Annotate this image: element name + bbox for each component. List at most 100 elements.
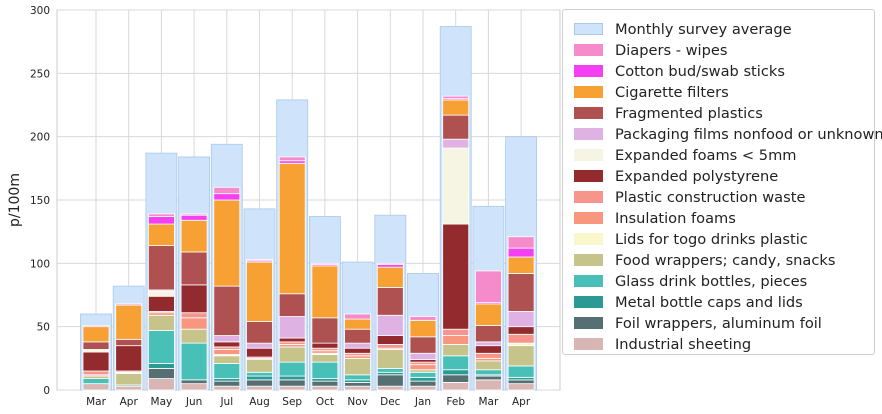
stack-segment <box>442 369 470 376</box>
stack-segment <box>507 365 535 378</box>
legend-swatch <box>574 44 603 56</box>
stack-segment <box>376 314 404 336</box>
stack-segment <box>344 313 372 320</box>
stack-segment <box>278 385 306 391</box>
stack-segment <box>246 321 273 344</box>
stack-segment <box>82 383 110 391</box>
stack-segment <box>474 341 502 347</box>
stack-segment <box>147 223 175 246</box>
stack-segment <box>115 303 143 306</box>
stack-segment <box>442 355 470 371</box>
stack-segment <box>442 95 470 100</box>
stack-segment <box>180 312 208 319</box>
legend: Monthly survey average Diapers - wipes Cot… <box>562 9 882 355</box>
stack-segment <box>213 199 241 287</box>
stack-segment <box>278 156 306 162</box>
stack-segment <box>442 374 470 383</box>
legend-label: Cotton bud/swab sticks <box>615 62 785 80</box>
stack-segment <box>213 335 241 343</box>
stack-segment <box>278 375 306 381</box>
stack-segment <box>147 295 175 312</box>
legend-swatch <box>574 128 603 140</box>
y-tick-label: 300 <box>30 5 50 17</box>
stack-segment <box>82 378 110 385</box>
x-tick-label: Sep <box>282 396 302 408</box>
stack-segment <box>180 251 208 286</box>
stack-segment <box>344 357 372 376</box>
stack-segment <box>344 328 372 344</box>
stack-segment <box>278 316 306 339</box>
stack-segment <box>147 362 175 369</box>
stack-segment <box>442 328 470 336</box>
legend-swatch <box>574 107 603 119</box>
stack-segment <box>213 186 241 195</box>
stack-segment <box>115 385 143 391</box>
legend-label: Fragmented plastics <box>615 104 763 122</box>
legend-label: Foil wrappers, aluminum foil <box>615 314 822 332</box>
y-tick-label: 150 <box>30 195 50 207</box>
legend-swatch <box>574 170 603 182</box>
legend-swatch <box>574 191 603 203</box>
stack-segment <box>180 284 208 314</box>
x-tick-label: May <box>151 396 173 408</box>
stack-segment <box>82 351 110 372</box>
stack-segment <box>376 385 404 391</box>
stack-segment <box>213 341 241 348</box>
legend-item: Diapers - wipes <box>574 40 727 60</box>
stack-segment <box>213 385 241 391</box>
legend-item: Industrial sheeting <box>574 334 751 354</box>
legend-item: Packaging films nonfood or unknown <box>574 124 882 144</box>
x-tick-label: Jan <box>414 396 431 408</box>
stack-segment <box>311 361 339 379</box>
stack-segment <box>376 374 404 387</box>
legend-item: Expanded polystyrene <box>574 166 778 186</box>
legend-swatch <box>574 296 603 308</box>
stack-segment <box>213 285 241 336</box>
stack-segment <box>409 364 437 371</box>
legend-label: Diapers - wipes <box>615 41 728 59</box>
legend-item: Cigarette filters <box>574 82 729 102</box>
stack-segment <box>311 342 339 349</box>
y-tick-labels: 0 50 100 150 200 250 300 <box>30 5 50 397</box>
x-tick-label: Apr <box>512 396 531 408</box>
stack-segment <box>344 347 372 354</box>
stack-segment <box>213 355 241 364</box>
legend-item: Foil wrappers, aluminum foil <box>574 313 822 333</box>
stack-segment <box>409 376 437 382</box>
stack-segment <box>507 256 535 274</box>
stack-segment <box>147 213 175 217</box>
x-tick-label: Nov <box>347 396 368 408</box>
stack-segment <box>115 304 143 340</box>
stack-segment <box>278 162 306 295</box>
legend-swatch <box>574 23 603 35</box>
stack-segment <box>147 245 175 291</box>
legend-label: Cigarette filters <box>615 83 729 101</box>
stack-segment <box>311 262 339 266</box>
stack-segment <box>147 368 175 380</box>
stack-segment <box>213 193 241 201</box>
stack-segment <box>115 345 143 372</box>
stack-segment <box>442 99 470 116</box>
stack-segment <box>180 219 208 253</box>
stack-segment <box>311 354 339 363</box>
stack-segment <box>442 138 470 149</box>
stack-segment <box>311 265 339 319</box>
y-tick-label: 200 <box>30 132 50 144</box>
stack-segment <box>344 374 372 381</box>
stack-segment <box>474 303 502 326</box>
stack-segment <box>147 378 175 391</box>
stack-segment <box>474 360 502 371</box>
stack-segment <box>344 381 372 387</box>
stack-segment <box>246 359 273 373</box>
stack-segment <box>278 379 306 387</box>
stack-segment <box>409 319 437 338</box>
stack-segment <box>246 385 273 391</box>
stack-segment <box>278 346 306 363</box>
legend-label: Plastic construction waste <box>615 188 806 206</box>
legend-swatch <box>574 86 603 98</box>
stack-segment <box>147 314 175 331</box>
stack-segment <box>180 213 208 216</box>
x-tick-label: Apr <box>120 396 139 408</box>
stack-segment <box>213 349 241 355</box>
stack-segment <box>246 375 273 381</box>
